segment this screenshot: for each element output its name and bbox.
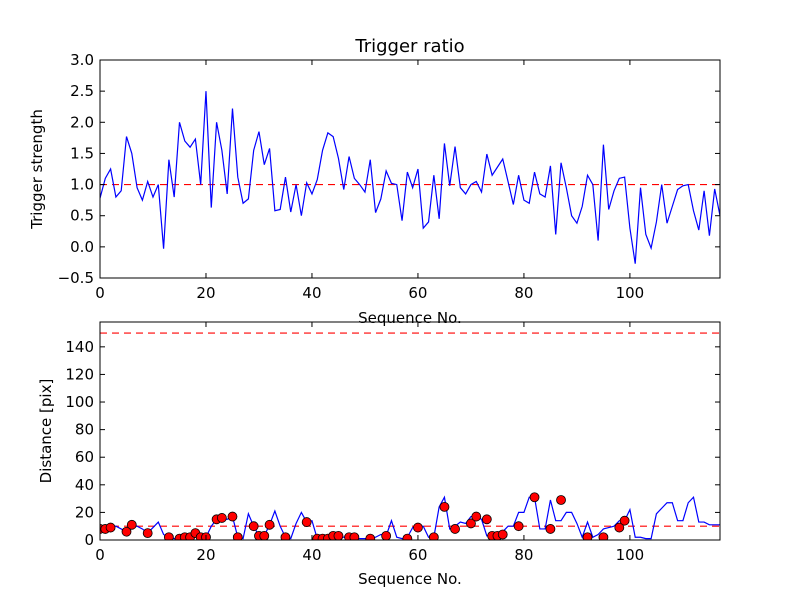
bottom-flagged-point (428, 532, 439, 540)
bottom-flagged-point (163, 532, 174, 540)
bottom-x-tick-label: 40 (302, 546, 321, 564)
bottom-flagged-point (402, 533, 413, 540)
bottom-plot-area (100, 332, 720, 540)
bottom-flagged-point (497, 529, 508, 540)
top-y-tick-label: 3.0 (70, 51, 94, 69)
top-axes-frame (99, 59, 721, 279)
bottom-flagged-point (105, 522, 116, 533)
bottom-flagged-point (466, 518, 476, 529)
top-plot-area (100, 91, 720, 264)
bottom-flagged-point (365, 533, 376, 540)
bottom-y-tick-label: 0 (84, 531, 94, 549)
bottom-flagged-point (121, 526, 132, 537)
top-x-tick-label: 0 (95, 284, 105, 302)
top-chart-title: Trigger ratio (354, 36, 464, 57)
top-y-tick-label: −0.5 (58, 269, 94, 287)
top-axes: Trigger ratio 0 20 40 60 80 100 −0.5 0.0 0.5 1.0 1… (28, 36, 721, 327)
top-y-tick-label: 2.5 (70, 82, 94, 100)
bottom-flagged-point (413, 522, 423, 533)
bottom-clipped-group (100, 332, 720, 540)
bottom-flagged-point (248, 521, 259, 532)
bottom-flagged-point (439, 501, 450, 512)
bottom-x-axis-label: Sequence No. (358, 570, 462, 588)
top-axes-ticks: 0 20 40 60 80 100 −0.5 0.0 0.5 1.0 1.5 2.0 2.5 3.0 (58, 51, 720, 302)
bottom-flagged-point (545, 524, 556, 534)
bottom-flagged-point (614, 522, 625, 533)
bottom-y-axis-label: Distance [pix] (37, 379, 55, 484)
bottom-y-tick-label: 80 (75, 421, 94, 439)
bottom-y-tick-label: 100 (65, 393, 94, 411)
top-y-tick-label: 1.5 (70, 144, 94, 162)
bottom-flagged-point (598, 532, 609, 540)
bottom-flagged-point (216, 513, 227, 523)
bottom-x-tick-label: 0 (95, 546, 105, 564)
bottom-flagged-point (301, 517, 312, 527)
bottom-x-tick-label: 80 (514, 546, 533, 564)
bottom-flagged-point (513, 521, 524, 532)
top-x-tick-label: 60 (408, 284, 427, 302)
bottom-flagged-point (333, 530, 344, 540)
top-series-line (100, 91, 720, 264)
top-y-tick-label: 2.0 (70, 113, 94, 131)
top-y-axis-label: Trigger strength (28, 109, 46, 230)
top-x-tick-label: 100 (616, 284, 645, 302)
top-y-tick-label: 0.5 (70, 207, 94, 225)
bottom-y-tick-label: 140 (65, 338, 94, 356)
bottom-flagged-point (450, 524, 460, 534)
bottom-flagged-point (232, 532, 243, 540)
bottom-x-tick-label: 60 (408, 546, 427, 564)
bottom-flagged-point (529, 492, 540, 503)
top-x-tick-label: 80 (514, 284, 533, 302)
top-y-tick-label: 1.0 (70, 176, 94, 194)
bottom-x-tick-label: 100 (616, 546, 645, 564)
bottom-axes: 0 20 40 60 80 100 0 20 40 60 80 100 120 140 Sequence … (37, 321, 721, 588)
bottom-flagged-point (481, 514, 492, 525)
bottom-axes-ticks: 0 20 40 60 80 100 0 20 40 60 80 100 120 140 (65, 322, 720, 564)
bottom-flagged-point (126, 519, 137, 530)
bottom-flagged-point (582, 532, 593, 540)
bottom-x-tick-label: 20 (196, 546, 215, 564)
bottom-flagged-point (349, 532, 360, 540)
bottom-flagged-point (556, 495, 566, 505)
bottom-y-tick-label: 60 (75, 448, 94, 466)
top-y-tick-label: 0.0 (70, 238, 94, 256)
top-x-axis-label: Sequence No. (358, 309, 462, 327)
bottom-y-tick-label: 20 (75, 503, 94, 521)
top-x-tick-label: 40 (302, 284, 321, 302)
bottom-axes-frame (99, 321, 721, 541)
bottom-y-tick-label: 120 (65, 365, 94, 383)
bottom-flagged-point (259, 530, 270, 540)
bottom-flagged-point (264, 519, 275, 530)
bottom-flagged-point (471, 511, 482, 522)
bottom-flagged-point (227, 511, 238, 522)
bottom-flagged-point (280, 532, 291, 540)
bottom-y-tick-label: 40 (75, 476, 94, 494)
bottom-flagged-point (142, 528, 153, 539)
bottom-flagged-point (619, 515, 630, 526)
bottom-flagged-point (381, 530, 392, 540)
top-clipped-group (100, 91, 720, 264)
top-x-tick-label: 20 (196, 284, 215, 302)
